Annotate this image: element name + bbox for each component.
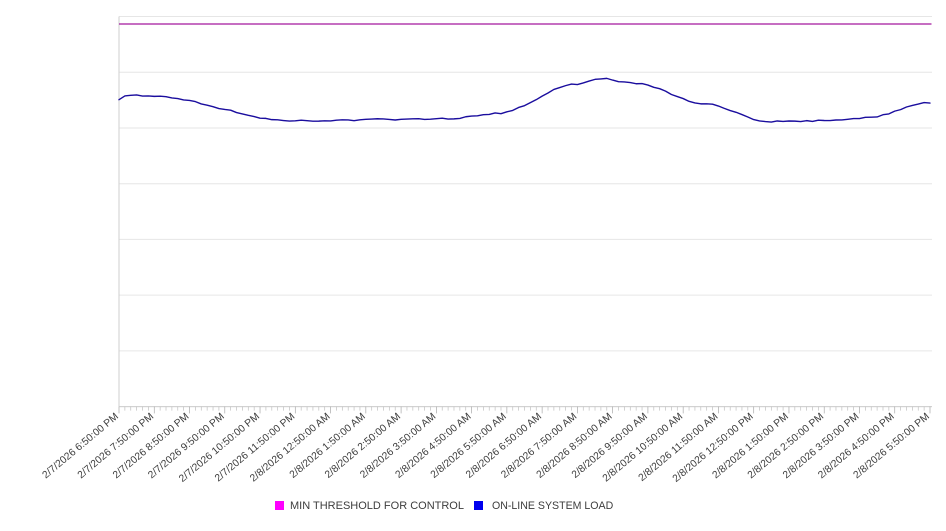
svg-text:ON-LINE SYSTEM LOAD: ON-LINE SYSTEM LOAD — [492, 500, 614, 512]
svg-text:MIN THRESHOLD FOR CONTROL: MIN THRESHOLD FOR CONTROL — [290, 500, 464, 512]
